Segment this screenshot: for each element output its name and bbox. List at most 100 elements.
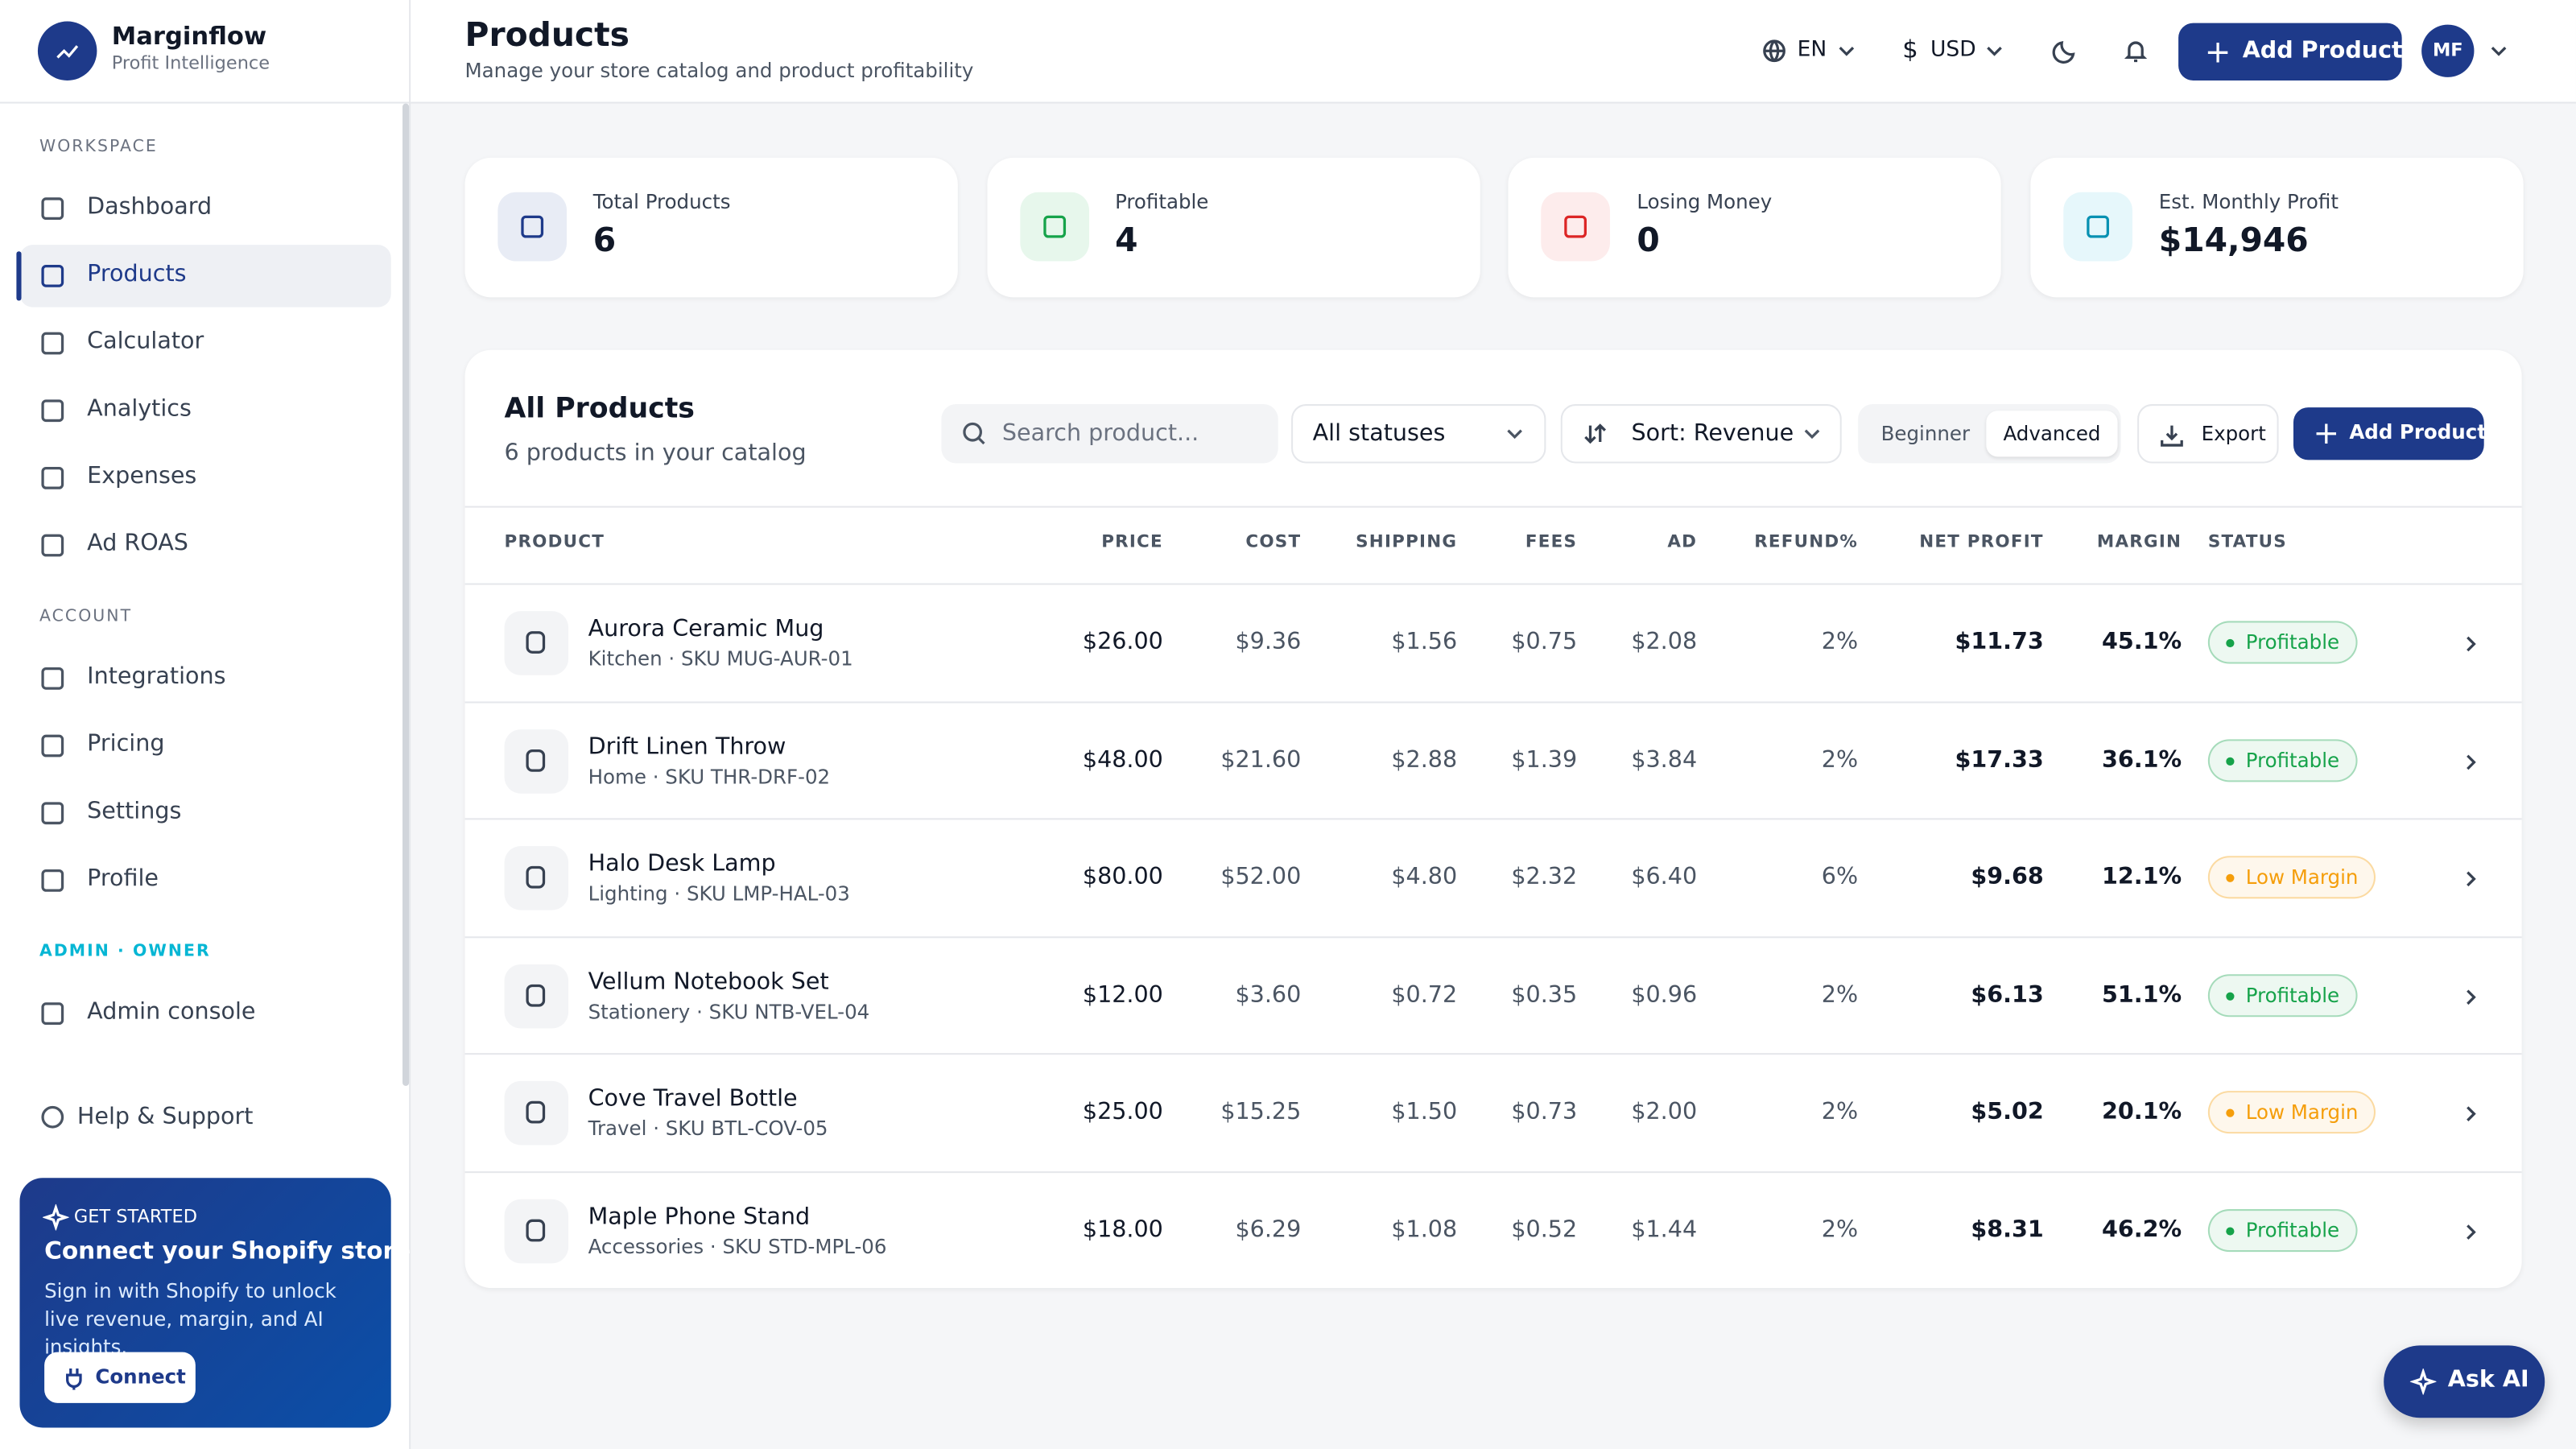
avatar[interactable]: MF [2421, 24, 2475, 77]
currency-label: USD [1930, 37, 1976, 63]
icon [522, 981, 549, 1008]
ask-ai-button[interactable]: Ask AI [2384, 1345, 2545, 1418]
nav-item[interactable]: Pricing [19, 715, 390, 778]
status-filter[interactable]: All statuses [1291, 404, 1546, 464]
status-label: Low Margin [2245, 1100, 2359, 1124]
search-input[interactable]: Search product... [941, 404, 1278, 464]
nav-item[interactable]: Ad ROAS [19, 514, 390, 577]
divider [0, 101, 411, 104]
export-button[interactable]: Export [2137, 404, 2279, 464]
nav-item[interactable]: Expenses [19, 447, 390, 510]
nav-item[interactable]: Profile [19, 849, 390, 912]
icon [2458, 983, 2484, 1009]
product-row[interactable]: Vellum Notebook Set Stationery · SKU NTB-… [464, 937, 2522, 1055]
cell: 2% [1821, 746, 1859, 774]
status-label: Profitable [2245, 1218, 2340, 1241]
icon-glyph [2052, 41, 2075, 64]
nav-label: Products [87, 261, 187, 288]
icon-glyph [41, 802, 64, 825]
cell: $4.80 [1391, 864, 1458, 891]
nav-item[interactable]: Calculator [19, 312, 390, 375]
icon-glyph [41, 264, 64, 287]
connect-button[interactable]: Connect [44, 1352, 196, 1403]
icon [1799, 420, 1826, 447]
divider [464, 583, 2522, 585]
icon-glyph [526, 748, 546, 771]
cell: $0.96 [1631, 981, 1698, 1009]
nav-item[interactable]: Integrations [19, 647, 390, 710]
cell: 20.1% [2102, 1099, 2182, 1125]
cell: 2% [1821, 1216, 1859, 1243]
icon-glyph [2467, 871, 2476, 887]
icon-glyph [41, 1105, 64, 1129]
cell: $18.00 [1082, 1216, 1163, 1243]
icon-glyph [41, 667, 64, 690]
language-select[interactable]: EN [1761, 33, 1860, 69]
product-name: Maple Phone Stand [588, 1203, 811, 1230]
cell: $52.00 [1220, 864, 1302, 891]
icon-glyph [2467, 989, 2476, 1005]
nav-label: Analytics [87, 395, 192, 423]
stat-card: Losing Money 0 [1509, 157, 2002, 298]
icon [519, 213, 546, 240]
promo-title: Connect your Shopify store [44, 1238, 411, 1265]
nav-item[interactable]: Settings [19, 782, 390, 844]
product-name: Cove Travel Bottle [588, 1085, 798, 1113]
promo-card: GET STARTED Connect your Shopify store Sig… [19, 1178, 411, 1428]
cell: $3.60 [1235, 981, 1302, 1009]
column-header: FEES [1525, 532, 1578, 552]
promo-text: Sign in with Shopify to unlock live reve… [44, 1279, 336, 1359]
mode-option[interactable]: Advanced [1986, 411, 2118, 457]
add-product-button[interactable]: Add Product [2178, 23, 2403, 80]
mode-option[interactable]: Beginner [1864, 411, 1986, 456]
stat-icon [497, 192, 568, 262]
cell: $2.88 [1391, 746, 1458, 774]
status-dot [2226, 756, 2235, 765]
stat-icon [1019, 192, 1089, 262]
stat-card: Profitable 4 [986, 157, 1480, 298]
theme-toggle[interactable] [2052, 38, 2079, 64]
product-row[interactable]: Drift Linen Throw Home · SKU THR-DRF-02 $4… [464, 702, 2522, 820]
cell: $17.33 [1955, 746, 2044, 774]
mode-label: Advanced [2003, 422, 2101, 446]
product-row[interactable]: Maple Phone Stand Accessories · SKU STD-M… [465, 1172, 2522, 1288]
currency-select[interactable]: $ USD [1902, 33, 2011, 69]
icon-glyph [41, 332, 64, 355]
connect-label: Connect [95, 1364, 186, 1389]
stat-icon [2063, 192, 2133, 262]
icon-glyph [2161, 425, 2183, 447]
nav-item[interactable]: Dashboard [19, 177, 390, 240]
add-product-table-button[interactable]: Add Product [2293, 407, 2487, 460]
sidebar: Marginflow Profit Intelligence WORKSPACE Da… [0, 0, 411, 1449]
icon [1041, 213, 1067, 240]
stat-value: 4 [1115, 220, 1138, 260]
stat-card: Total Products 6 [464, 157, 958, 298]
product-row[interactable]: Aurora Ceramic Mug Kitchen · SKU MUG-AUR-… [464, 585, 2522, 703]
help-link[interactable]: Help & Support [36, 1100, 365, 1137]
cell: $6.40 [1631, 864, 1698, 891]
icon-glyph [526, 865, 546, 889]
cell: $6.29 [1235, 1216, 1302, 1243]
product-meta: Kitchen · SKU MUG-AUR-01 [588, 647, 853, 671]
notifications[interactable] [2123, 38, 2149, 64]
icon-glyph [41, 1002, 64, 1026]
cell: $2.08 [1631, 629, 1698, 656]
page-subtitle: Manage your store catalog and product pr… [464, 59, 974, 83]
product-row[interactable]: Cove Travel Bottle Travel · SKU BTL-COV-0… [464, 1055, 2522, 1173]
icon-glyph [41, 466, 64, 489]
icon [522, 1216, 549, 1243]
nav-item[interactable]: Products [19, 245, 391, 308]
nav-label: Dashboard [87, 193, 213, 221]
product-row[interactable]: Halo Desk Lamp Lighting · SKU LMP-HAL-03 $… [464, 819, 2522, 938]
icon [2159, 422, 2186, 448]
nav-item[interactable]: Analytics [19, 379, 390, 442]
icon-glyph [41, 869, 64, 892]
product-thumb [504, 729, 569, 793]
sort-select[interactable]: Sort: Revenue [1560, 404, 1842, 464]
topbar: Products Manage your store catalog and pr… [411, 0, 2576, 104]
icon [2458, 631, 2484, 658]
cell: $26.00 [1082, 629, 1163, 656]
nav-item[interactable]: Admin console [19, 982, 390, 1045]
